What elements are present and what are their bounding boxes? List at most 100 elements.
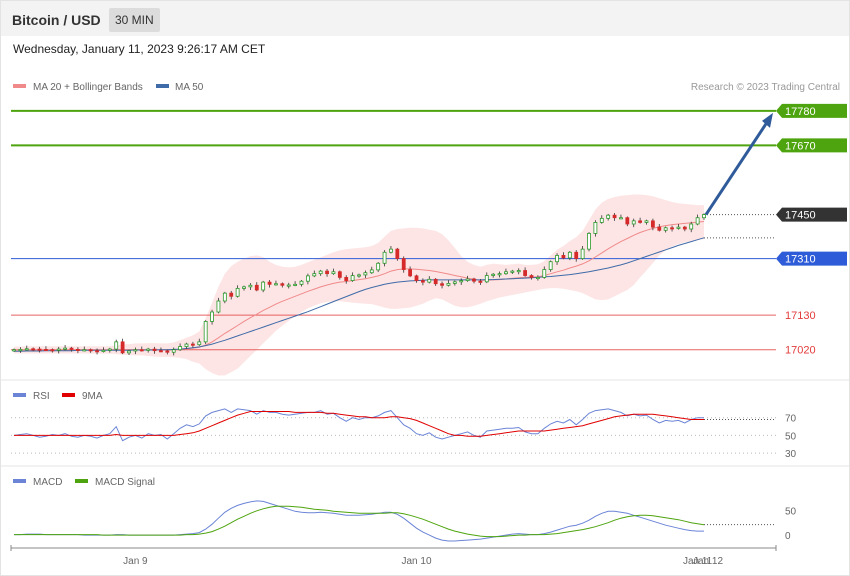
candle-body — [580, 248, 585, 259]
candle-body — [427, 278, 432, 283]
candle-body — [472, 278, 476, 282]
candle-body — [184, 343, 189, 347]
macd-signal-legend-swatch — [75, 479, 88, 483]
candle-body — [203, 321, 208, 343]
macd-tick-label: 0 — [785, 531, 791, 542]
candle-body — [293, 283, 298, 286]
candle-body — [210, 311, 214, 322]
macd-signal-legend-label: MACD Signal — [95, 477, 155, 488]
candle-body — [395, 248, 400, 259]
timestamp: Wednesday, January 11, 2023 9:26:17 AM C… — [13, 42, 266, 56]
candle-body — [510, 270, 515, 273]
level-tag-17310 — [776, 251, 847, 266]
candle-body — [516, 270, 521, 273]
candle-body — [88, 349, 93, 352]
level-label-17130: 17130 — [785, 310, 816, 322]
candle-body — [75, 348, 80, 351]
candle-body — [638, 220, 643, 223]
candle-body — [222, 292, 227, 302]
candle-body — [254, 284, 259, 291]
candle-body — [318, 270, 323, 275]
candle-body — [542, 269, 547, 278]
candle-body — [114, 341, 119, 350]
candle-body — [229, 292, 234, 297]
candle-body — [644, 220, 649, 223]
candle-body — [248, 284, 253, 288]
candle-body — [107, 348, 112, 351]
level-label-17020: 17020 — [785, 345, 816, 357]
candle-body — [484, 275, 489, 283]
candle-body — [382, 251, 387, 264]
candle-body — [504, 271, 508, 275]
candle-body — [619, 217, 623, 220]
instrument-title: Bitcoin / USD — [12, 12, 101, 28]
rsi-tick-label: 30 — [785, 449, 797, 460]
time-axis-label: Jan 12 — [693, 556, 723, 567]
chart-header: Bitcoin / USD 30 MIN — [1, 1, 849, 36]
candle-body — [133, 349, 138, 352]
rsi-ma-legend-label: 9MA — [82, 391, 103, 402]
candle-body — [408, 269, 413, 277]
candle-body — [452, 281, 457, 284]
candle-body — [670, 227, 674, 230]
candle-body — [216, 300, 221, 313]
rsi-tick-label: 50 — [785, 431, 797, 442]
level-label-17450: 17450 — [785, 210, 816, 222]
candle-body — [548, 261, 553, 270]
candle-body — [337, 271, 342, 278]
candle-body — [631, 220, 636, 225]
candle-body — [56, 348, 61, 351]
candle-body — [63, 347, 68, 350]
candle-body — [280, 283, 285, 286]
candle-body — [82, 349, 87, 352]
candle-body — [599, 217, 604, 223]
candle-body — [24, 348, 29, 351]
level-tag-17450 — [776, 207, 847, 222]
candle-body — [190, 343, 195, 346]
time-axis-label: Jan 11 — [683, 556, 713, 567]
rsi-line — [13, 408, 704, 442]
candle-body — [433, 278, 438, 285]
macd-panel: 50 0 — [14, 500, 797, 542]
candle-body — [44, 348, 48, 351]
candle-body — [535, 277, 540, 280]
candle-body — [497, 273, 502, 276]
candle-body — [702, 214, 706, 219]
candle-body — [478, 280, 483, 283]
candle-body — [440, 283, 444, 286]
candle-body — [235, 288, 240, 297]
candle-body — [612, 214, 617, 219]
candle-body — [120, 341, 125, 354]
candle-body — [171, 349, 176, 353]
candle-body — [197, 341, 202, 346]
candle-body — [401, 258, 406, 270]
candle-body — [37, 348, 42, 351]
candle-body — [567, 251, 572, 259]
credit-label: Research © 2023 Trading Central — [691, 82, 840, 93]
ma20-legend-swatch — [13, 84, 26, 88]
rsi-legend-swatch — [13, 393, 26, 397]
time-axis-label: Jan 10 — [401, 556, 431, 567]
rsi-tick-label: 70 — [785, 414, 797, 425]
candle-body — [350, 275, 355, 281]
candle-body — [555, 255, 559, 263]
candle-body — [286, 284, 291, 287]
candle-body — [344, 277, 349, 281]
candle-body — [12, 349, 16, 352]
candle-body — [676, 226, 681, 229]
price-panel: 17780 17670 17450 17310 17130 17020 — [11, 103, 847, 376]
candle-body — [357, 274, 361, 277]
candle-body — [523, 270, 528, 276]
candle-body — [146, 348, 151, 351]
ma50-legend-label: MA 50 — [175, 82, 204, 93]
time-axis-label: Jan 9 — [123, 556, 148, 567]
timeframe-badge[interactable]: 30 MIN — [109, 8, 160, 32]
candle-body — [274, 283, 278, 286]
candle-body — [127, 350, 131, 354]
ma50-legend-swatch — [156, 84, 169, 88]
candle-body — [242, 286, 246, 289]
candle-body — [50, 349, 55, 352]
candle-body — [369, 269, 374, 274]
